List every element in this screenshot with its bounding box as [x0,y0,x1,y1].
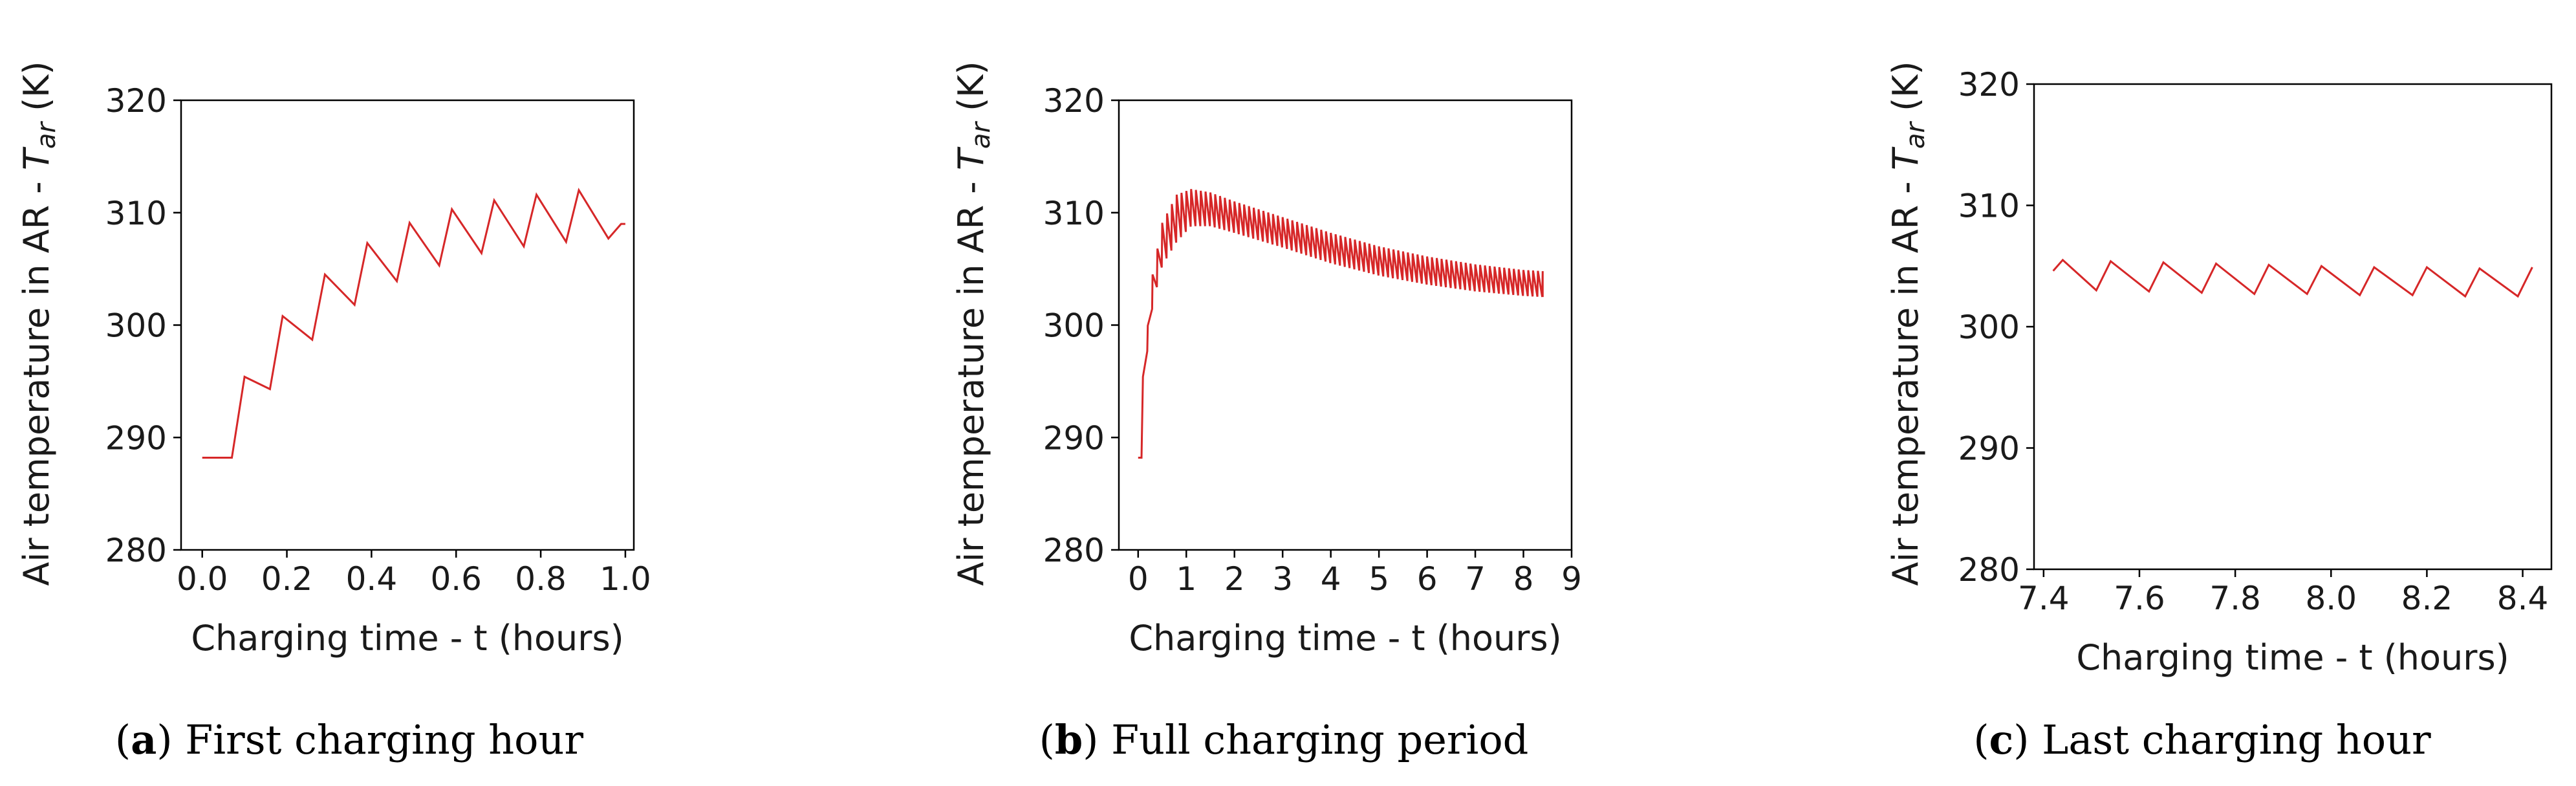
y-tick-label: 310 [1043,195,1105,232]
y-tick-label: 300 [1958,309,2020,346]
plot-frame [1118,99,1573,551]
x-tick-label: 8.2 [2401,580,2453,617]
x-tick-label: 8.0 [2305,580,2357,617]
y-tick-label: 320 [1043,82,1105,120]
y-tick-label: 310 [105,195,167,232]
plot-frame [2033,83,2553,571]
chart-panel-c: 280 290 300 310 320 7.4 7.6 7.8 8.0 8.2 8.4 Chargin… [1885,61,2553,763]
x-tick-label: 7 [1465,560,1486,598]
y-tick-label: 280 [1043,532,1105,569]
y-tick-label: 320 [1958,66,2020,104]
y-tick-label: 280 [105,532,167,569]
x-tick-label: 0.4 [346,560,398,598]
x-tick-label: 7.8 [2209,580,2261,617]
y-tick-label: 280 [1958,551,2020,589]
x-tick-label: 7.6 [2114,580,2165,617]
x-tick-label: 8 [1513,560,1534,598]
plot-frame [180,99,635,551]
y-tick-label: 290 [105,419,167,457]
x-axis-label: Charging time - t (hours) [191,618,623,659]
x-tick-label: 0 [1128,560,1149,598]
temperature-line [202,188,625,459]
panel-caption: (b) Full charging period [1039,716,1529,763]
panel-caption: (a) First charging hour [115,716,584,763]
x-tick-label: 6 [1417,560,1438,598]
y-tick-label: 320 [105,82,167,120]
y-tick-label: 290 [1958,430,2020,468]
temperature-line [1138,189,1544,459]
x-tick-label: 0.6 [430,560,482,598]
y-tick-label: 290 [1043,419,1105,457]
panel-caption: (c) Last charging hour [1973,716,2431,763]
y-tick-label: 300 [105,307,167,345]
x-tick-label: 1.0 [600,560,651,598]
y-axis-label: Air temperature in AR - Tar (K) [951,61,996,585]
x-tick-label: 5 [1369,560,1389,598]
x-tick-label: 7.4 [2018,580,2070,617]
x-tick-label: 9 [1561,560,1582,598]
x-tick-label: 0.2 [261,560,313,598]
temperature-line [2052,258,2533,298]
x-tick-label: 2 [1224,560,1245,598]
y-tick-label: 310 [1958,188,2020,225]
chart-panel-a: 280 290 300 310 320 0.0 0.2 0.4 0.6 0.8 1.0 Chargin… [16,61,651,763]
x-tick-label: 8.4 [2497,580,2549,617]
y-tick-label: 300 [1043,307,1105,345]
y-axis-label: Air temperature in AR - Tar (K) [16,61,61,585]
x-axis-label: Charging time - t (hours) [1129,618,1561,659]
x-tick-label: 1 [1176,560,1196,598]
x-tick-label: 0.0 [177,560,228,598]
x-axis-label: Charging time - t (hours) [2076,637,2509,678]
y-axis-label: Air temperature in AR - Tar (K) [1885,61,1931,585]
x-tick-label: 3 [1272,560,1293,598]
x-tick-label: 0.8 [515,560,567,598]
x-tick-label: 4 [1321,560,1341,598]
